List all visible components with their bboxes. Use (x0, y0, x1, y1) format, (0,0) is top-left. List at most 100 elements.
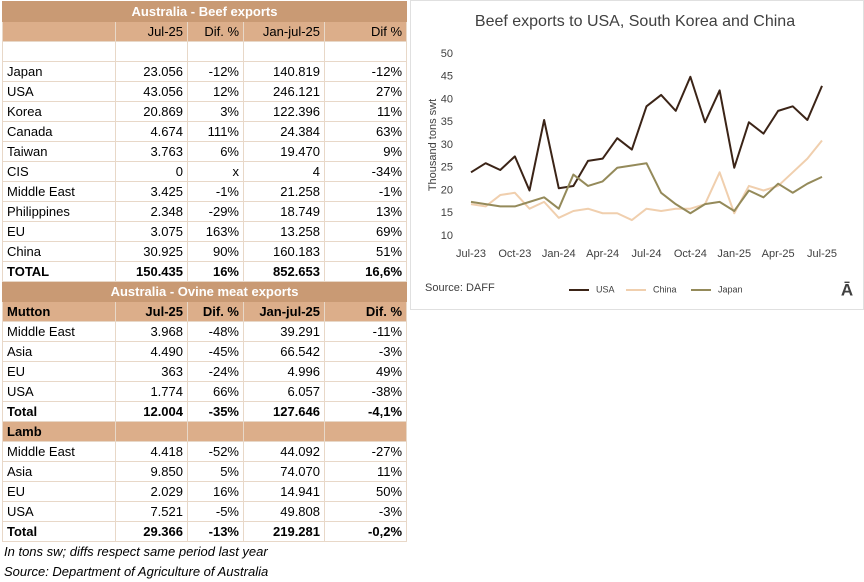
table-cell: 11% (323, 461, 408, 482)
table-row: Mutton Jul-25 Dif. % Jan-jul-25 Dif. % (2, 301, 408, 322)
table-cell: 2.029 (115, 481, 188, 502)
table-cell: Dif. % (323, 301, 408, 322)
table-cell: USA (2, 381, 116, 402)
footnote: Source: Department of Agriculture of Aus… (4, 564, 269, 579)
table-row (2, 41, 408, 62)
x-tick-label: Jan-25 (717, 248, 751, 260)
table-cell: -5% (187, 501, 244, 522)
series-line (470, 75, 823, 192)
table-cell: -29% (187, 201, 244, 222)
table-cell: Canada (2, 121, 116, 142)
table-cell: Jul-25 (115, 21, 188, 42)
y-tick-label: 20 (441, 184, 453, 196)
table-row: Middle East 3.968 -48% 39.291 -11% (2, 321, 408, 342)
x-tick-label: Jan-24 (542, 248, 576, 260)
table-row: Asia 9.850 5% 74.070 11% (2, 461, 408, 482)
table-cell (187, 41, 244, 62)
table-cell: 6.057 (243, 381, 325, 402)
table-cell: 160.183 (243, 241, 325, 262)
table-cell: 27% (323, 81, 408, 102)
table-cell (2, 21, 116, 42)
table-cell: Japan (2, 61, 116, 82)
table-cell: 4.418 (115, 441, 188, 462)
table-row: USA 7.521 -5% 49.808 -3% (2, 501, 408, 522)
table-title-row: Australia - Ovine meat exports (1, 281, 408, 302)
table-cell: Middle East (2, 321, 116, 342)
x-tick-label: Oct-24 (674, 248, 707, 260)
source: Source: DAFF (425, 282, 495, 294)
x-tick-label: Oct-23 (498, 248, 531, 260)
table-cell (2, 41, 116, 62)
table-cell: 3.968 (115, 321, 188, 342)
table-cell: 4.490 (115, 341, 188, 362)
table-cell: 74.070 (243, 461, 325, 482)
legend-label: China (653, 284, 677, 294)
table-cell: -27% (323, 441, 408, 462)
table-cell: 9% (323, 141, 408, 162)
table-row: Japan 23.056 -12% 140.819 -12% (2, 61, 408, 82)
x-tick-label: Jul-23 (456, 248, 486, 260)
table-cell: Dif. % (187, 301, 244, 322)
legend-label: Japan (718, 284, 743, 294)
table-cell: -1% (323, 181, 408, 202)
table-cell (323, 41, 408, 62)
table-cell: -24% (187, 361, 244, 382)
table-cell: Jul-25 (115, 301, 188, 322)
table-cell: Total (2, 521, 116, 542)
table-cell: 50% (323, 481, 408, 502)
table-row: EU 363 -24% 4.996 49% (2, 361, 408, 382)
table-cell: 3.075 (115, 221, 188, 242)
table-cell: 14.941 (243, 481, 325, 502)
table-row: Total 29.366 -13% 219.281 -0,2% (2, 521, 408, 542)
chart-title: Beef exports to USA, South Korea and Chi… (475, 13, 795, 30)
footnote: In tons sw; diffs respect same period la… (4, 544, 268, 559)
table-cell: Middle East (2, 181, 116, 202)
table-cell: Middle East (2, 441, 116, 462)
table-cell: 63% (323, 121, 408, 142)
table-row: Asia 4.490 -45% 66.542 -3% (2, 341, 408, 362)
table-cell: x (187, 161, 244, 182)
table-cell (243, 41, 325, 62)
table-row: China 30.925 90% 160.183 51% (2, 241, 408, 262)
table-cell: 246.121 (243, 81, 325, 102)
table-cell: 16% (187, 261, 244, 282)
table-row: Jul-25 Dif. % Jan-jul-25 Dif % (2, 21, 408, 42)
table-cell: 0 (115, 161, 188, 182)
table-cell: EU (2, 361, 116, 382)
table-cell: 12% (187, 81, 244, 102)
x-tick-label: Apr-24 (586, 248, 619, 260)
table-cell: Mutton (2, 301, 116, 322)
table-cell: 127.646 (243, 401, 325, 422)
table-cell: 3.425 (115, 181, 188, 202)
y-tick-label: 10 (441, 230, 453, 242)
table-cell: -13% (187, 521, 244, 542)
table-cell: Lamb (2, 421, 116, 442)
y-tick-label: 15 (441, 207, 453, 219)
table-cell: 49.808 (243, 501, 325, 522)
table-cell: 23.056 (115, 61, 188, 82)
table-cell: 4.674 (115, 121, 188, 142)
table-cell: Jan-jul-25 (243, 21, 325, 42)
table-cell: 852.653 (243, 261, 325, 282)
table-cell: Total (2, 401, 116, 422)
table-row: Middle East 3.425 -1% 21.258 -1% (2, 181, 408, 202)
table-cell: -0,2% (323, 521, 408, 542)
table-cell: -3% (323, 501, 408, 522)
table-cell: 3.763 (115, 141, 188, 162)
table-cell: USA (2, 81, 116, 102)
table-row: Canada 4.674 111% 24.384 63% (2, 121, 408, 142)
table-cell: 66% (187, 381, 244, 402)
table-cell: 16,6% (323, 261, 408, 282)
table-cell: Asia (2, 341, 116, 362)
table-cell: -12% (187, 61, 244, 82)
tables: Australia - Beef exports Jul-25 Dif. % Jan-… (1, 1, 408, 582)
y-tick-label: 40 (441, 93, 453, 105)
table-cell: 122.396 (243, 101, 325, 122)
table-cell: 69% (323, 221, 408, 242)
table-cell: 20.869 (115, 101, 188, 122)
chart: Beef exports to USA, South Korea and Chi… (410, 0, 864, 310)
table-row: EU 2.029 16% 14.941 50% (2, 481, 408, 502)
table-cell (115, 41, 188, 62)
table-cell: Philippines (2, 201, 116, 222)
